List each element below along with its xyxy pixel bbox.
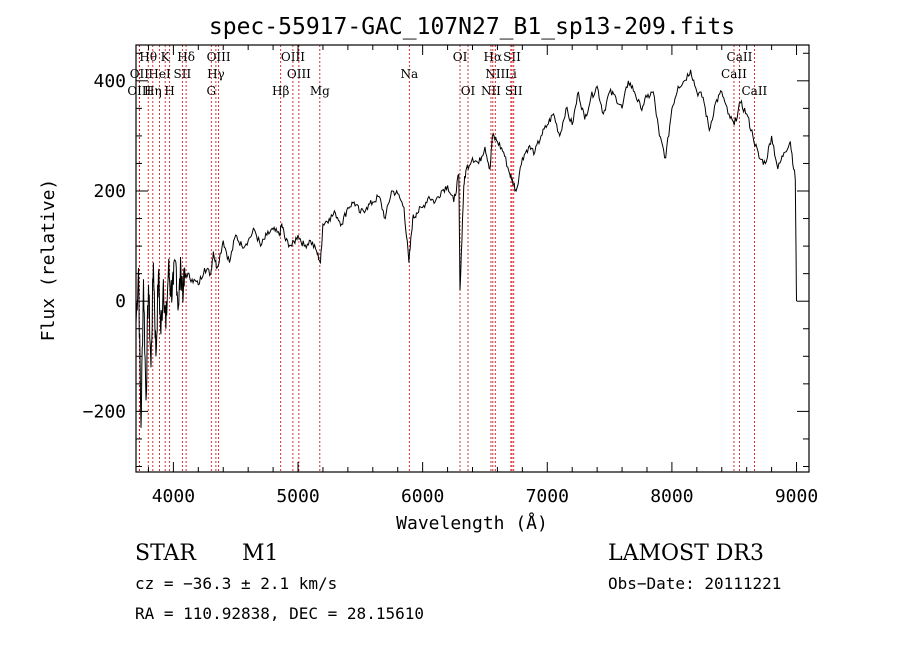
chart-title: spec-55917-GAC_107N27_B1_sp13-209.fits xyxy=(209,14,735,40)
line-label: Hδ xyxy=(177,50,195,64)
x-tick-label: 4000 xyxy=(152,486,195,507)
line-label: OIII xyxy=(127,84,151,98)
plot-frame xyxy=(135,44,810,473)
line-label: K xyxy=(161,50,171,64)
line-label: NII xyxy=(485,67,505,81)
line-label: HeI xyxy=(148,67,171,81)
line-label: OIII xyxy=(281,50,305,64)
line-label: Hγ xyxy=(207,67,225,81)
y-tick-label: 200 xyxy=(93,181,126,202)
line-label: Mg xyxy=(310,84,330,98)
x-axis-label: Wavelength (Å) xyxy=(396,512,548,534)
line-label: Hθ xyxy=(139,50,157,64)
y-axis-ticks: −200 0 200 400 xyxy=(83,52,809,467)
x-tick-label: 8000 xyxy=(650,486,693,507)
line-label: G xyxy=(206,84,216,98)
survey-name: LAMOST DR3 xyxy=(608,541,764,566)
line-label: CaII xyxy=(721,67,747,81)
y-axis-label: Flux (relative) xyxy=(38,179,59,342)
object-subclass: M1 xyxy=(242,541,279,566)
line-label: Hβ xyxy=(272,84,289,98)
line-label: OI xyxy=(461,84,476,98)
line-label: SII xyxy=(505,84,523,98)
flux-line xyxy=(135,69,797,428)
y-tick-label: 0 xyxy=(115,291,126,312)
obs-date: Obs−Date: 20111221 xyxy=(608,574,781,593)
x-axis-ticks: 4000 5000 6000 7000 8000 9000 xyxy=(147,45,818,507)
line-label: OI xyxy=(453,50,468,64)
object-class: STAR xyxy=(135,541,197,566)
line-label: OIII xyxy=(207,50,231,64)
line-label: Hα xyxy=(484,50,503,64)
line-label: H xyxy=(164,84,174,98)
line-label: SII xyxy=(174,67,192,81)
coordinates: RA = 110.92838, DEC = 28.15610 xyxy=(135,604,424,623)
y-tick-label: 400 xyxy=(93,71,126,92)
x-tick-label: 9000 xyxy=(775,486,818,507)
line-label: NII xyxy=(481,84,501,98)
redshift-readout: cz = −36.3 ± 2.1 km/s xyxy=(135,574,337,593)
series-flux xyxy=(135,69,797,428)
y-tick-label: −200 xyxy=(83,401,126,422)
x-tick-label: 5000 xyxy=(276,486,319,507)
x-tick-label: 7000 xyxy=(526,486,569,507)
line-label: SII xyxy=(503,50,521,64)
line-label: Li xyxy=(505,67,517,81)
line-label: Na xyxy=(400,67,418,81)
line-label: OIII xyxy=(287,67,311,81)
line-label: CaII xyxy=(741,84,767,98)
line-label: Hη xyxy=(144,84,162,98)
line-label: CaII xyxy=(727,50,753,64)
x-tick-label: 6000 xyxy=(401,486,444,507)
